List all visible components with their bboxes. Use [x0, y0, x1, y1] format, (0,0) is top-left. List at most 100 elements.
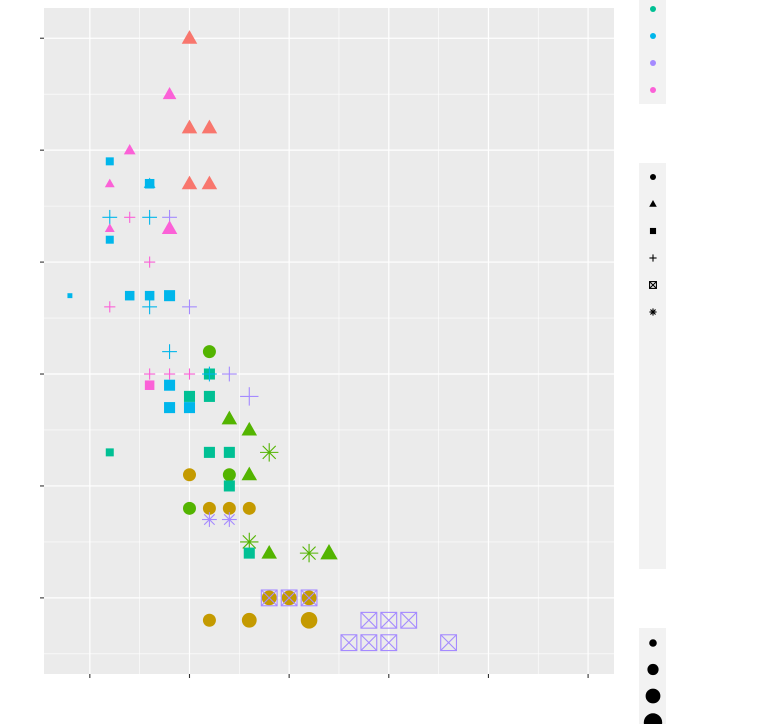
point [280, 589, 298, 607]
point [201, 119, 218, 134]
point [143, 177, 156, 188]
point [161, 220, 178, 235]
legend-color-key [650, 33, 656, 39]
point-shape [400, 611, 418, 629]
legend-size-key [643, 713, 663, 724]
point-shape [144, 380, 155, 390]
point-shape [649, 200, 657, 207]
point-shape [105, 157, 114, 166]
point-shape [280, 589, 298, 607]
point-shape [649, 281, 657, 289]
point-shape [261, 544, 277, 559]
legend-shape-key [649, 254, 657, 262]
point-shape [221, 410, 238, 425]
point [241, 612, 257, 628]
point-shape [202, 345, 216, 359]
point [124, 290, 135, 301]
point-shape [222, 468, 236, 482]
point-shape [67, 293, 73, 299]
point-shape [222, 501, 236, 515]
point [105, 157, 114, 166]
point [202, 366, 217, 382]
point [182, 468, 196, 482]
point [164, 379, 176, 391]
point-shape [181, 175, 198, 190]
point [162, 87, 177, 100]
point [320, 543, 338, 560]
point-shape [164, 379, 176, 391]
point [222, 468, 236, 482]
point [67, 293, 73, 299]
legend-panel [639, 163, 666, 569]
point-shape [201, 119, 218, 134]
point-shape [649, 281, 657, 289]
legend-color-key [650, 6, 656, 12]
point-shape [241, 612, 257, 628]
point-shape [242, 501, 256, 515]
point [202, 512, 217, 527]
point [299, 543, 319, 563]
point-shape [182, 501, 196, 515]
point-shape [183, 402, 196, 414]
point [181, 30, 198, 44]
point [142, 299, 158, 315]
point [105, 235, 114, 244]
point [221, 366, 237, 382]
point [300, 611, 318, 629]
point-shape [104, 223, 115, 233]
point [360, 611, 378, 629]
point-shape [400, 611, 417, 629]
point-shape [340, 634, 358, 652]
point-shape [164, 402, 176, 414]
point-shape [241, 421, 258, 436]
point-shape [380, 611, 398, 629]
point [164, 290, 176, 302]
point [360, 634, 378, 652]
point [260, 443, 279, 462]
point [380, 634, 398, 652]
legend-shape-key [649, 200, 657, 207]
point [400, 611, 418, 629]
point [181, 119, 198, 134]
plot-panel [44, 8, 614, 674]
point [163, 368, 176, 380]
point [201, 175, 218, 190]
point-shape [105, 235, 114, 244]
point-shape [161, 220, 178, 235]
point [241, 421, 258, 436]
point-shape [262, 445, 277, 460]
point [102, 209, 118, 225]
legend-size-key [647, 663, 659, 676]
point-shape [360, 611, 378, 629]
point [223, 446, 235, 458]
point-shape [380, 634, 398, 651]
point [380, 611, 398, 629]
point-shape [243, 547, 255, 559]
point [144, 368, 156, 380]
point-shape [380, 634, 398, 652]
point [222, 501, 236, 515]
point [340, 634, 358, 652]
point-shape [144, 290, 155, 301]
point [221, 410, 238, 425]
point [241, 466, 258, 481]
point [240, 387, 259, 406]
point-shape [181, 30, 198, 44]
point-shape [203, 446, 215, 458]
point-shape [105, 448, 114, 457]
point [203, 390, 215, 402]
point-shape [104, 178, 115, 188]
point [300, 589, 318, 607]
point [144, 256, 156, 268]
point [182, 299, 197, 315]
point-shape [360, 634, 378, 651]
legend-size-key [649, 639, 657, 647]
legend-size-key [645, 688, 661, 704]
point-shape [223, 480, 235, 492]
point [260, 589, 278, 607]
point-shape [124, 290, 135, 301]
point [164, 402, 176, 414]
point [183, 402, 196, 414]
